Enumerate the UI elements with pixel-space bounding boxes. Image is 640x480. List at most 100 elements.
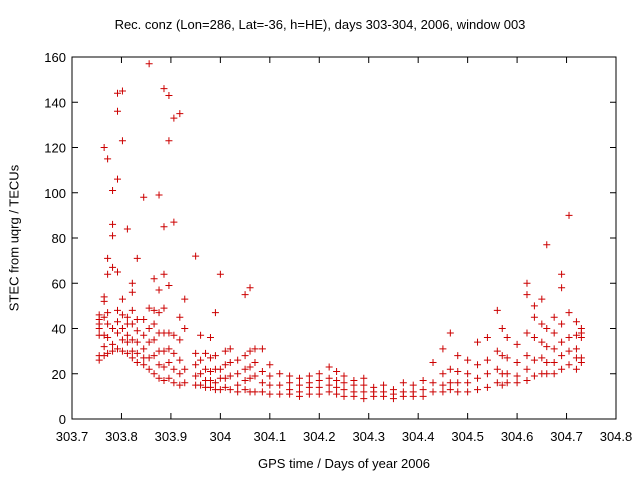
data-point xyxy=(523,352,531,360)
data-point xyxy=(483,334,491,342)
data-point xyxy=(325,388,333,396)
data-point xyxy=(133,358,141,366)
data-point xyxy=(258,379,266,387)
data-point xyxy=(523,329,531,337)
data-point xyxy=(513,379,521,387)
data-point xyxy=(104,270,112,278)
data-point xyxy=(286,372,294,380)
data-point xyxy=(246,363,254,371)
data-point xyxy=(258,345,266,353)
data-point xyxy=(389,395,397,403)
data-point xyxy=(133,349,141,357)
data-point xyxy=(197,331,205,339)
data-point xyxy=(523,279,531,287)
data-point xyxy=(118,137,126,145)
data-point xyxy=(140,361,148,369)
data-point xyxy=(565,347,573,355)
data-point xyxy=(155,374,163,382)
data-point xyxy=(360,374,368,382)
data-point xyxy=(439,345,447,353)
data-point xyxy=(109,325,117,332)
data-point xyxy=(266,372,274,380)
data-point xyxy=(118,325,126,332)
data-point xyxy=(464,379,472,387)
data-point xyxy=(454,352,462,360)
data-point xyxy=(160,223,168,231)
data-point xyxy=(155,309,163,317)
data-point xyxy=(145,365,153,373)
data-point xyxy=(197,356,205,364)
data-point xyxy=(483,356,491,364)
data-point xyxy=(181,295,189,303)
data-point xyxy=(474,386,482,394)
data-point xyxy=(513,340,521,348)
data-point xyxy=(202,365,210,373)
data-point xyxy=(113,268,121,276)
data-point xyxy=(145,354,153,362)
data-point xyxy=(165,329,173,337)
x-tick-label: 304.4 xyxy=(402,429,435,444)
data-point xyxy=(133,254,141,262)
data-point xyxy=(113,345,121,353)
data-point xyxy=(543,325,551,332)
x-tick-label: 304.8 xyxy=(600,429,633,444)
data-point xyxy=(572,331,580,339)
y-tick-label: 100 xyxy=(44,186,66,201)
data-point xyxy=(315,383,323,391)
data-point xyxy=(565,309,573,317)
data-point xyxy=(181,365,189,373)
data-point xyxy=(113,89,121,97)
data-point xyxy=(170,379,178,387)
data-point xyxy=(123,331,131,339)
data-point xyxy=(340,386,348,394)
data-point xyxy=(439,370,447,378)
data-point xyxy=(286,379,294,387)
data-point xyxy=(118,311,126,319)
data-point xyxy=(572,318,580,326)
data-point xyxy=(234,370,242,378)
data-point xyxy=(118,336,126,344)
plot-frame xyxy=(71,56,617,420)
data-point xyxy=(241,291,249,299)
data-point xyxy=(128,288,136,296)
data-point xyxy=(104,334,112,342)
data-point xyxy=(503,334,511,342)
data-point xyxy=(350,381,358,389)
y-tick-label: 140 xyxy=(44,95,66,110)
data-point xyxy=(211,379,219,387)
data-point xyxy=(550,313,558,321)
x-tick-label: 304 xyxy=(210,429,232,444)
data-point xyxy=(202,349,210,357)
data-point xyxy=(276,381,284,389)
data-point xyxy=(258,388,266,396)
data-point xyxy=(577,334,585,342)
data-point xyxy=(305,383,313,391)
x-tick-label: 304.6 xyxy=(501,429,534,444)
data-point xyxy=(498,381,506,389)
data-point xyxy=(439,381,447,389)
data-point xyxy=(439,388,447,396)
data-point xyxy=(399,379,407,387)
data-point xyxy=(483,383,491,391)
data-point xyxy=(474,361,482,369)
data-point xyxy=(160,363,168,371)
data-point xyxy=(109,232,117,240)
data-point xyxy=(221,374,229,382)
data-point xyxy=(543,241,551,249)
data-point xyxy=(109,263,117,271)
data-point xyxy=(176,336,184,344)
data-point xyxy=(538,320,546,328)
x-tick-label: 304.7 xyxy=(550,429,583,444)
y-tick-label: 20 xyxy=(52,367,66,382)
data-point xyxy=(221,383,229,391)
data-point xyxy=(176,356,184,364)
data-point xyxy=(325,374,333,382)
data-point xyxy=(572,365,580,373)
data-point xyxy=(113,107,121,115)
data-point xyxy=(246,374,254,382)
data-point xyxy=(123,313,131,321)
data-point xyxy=(160,270,168,278)
data-point xyxy=(241,365,249,373)
